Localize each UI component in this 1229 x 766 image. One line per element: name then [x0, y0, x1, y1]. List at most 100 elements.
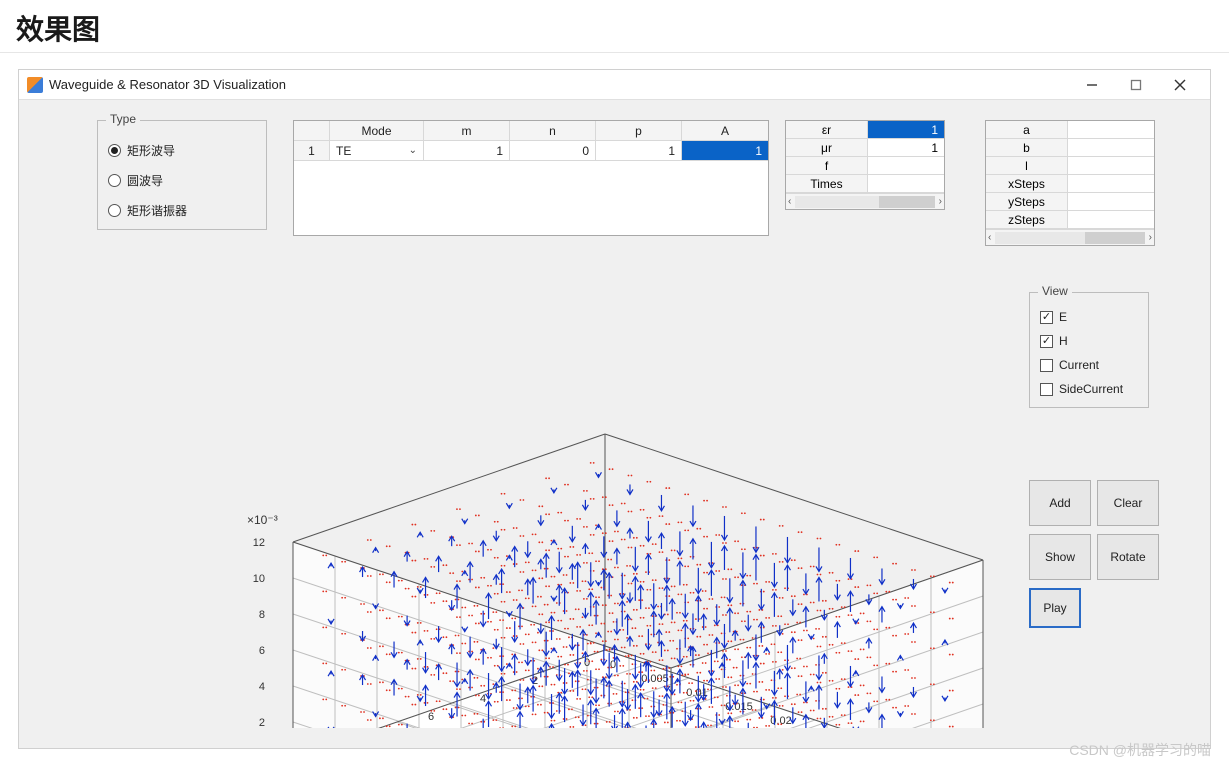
- scroll-right-icon[interactable]: ›: [1149, 232, 1152, 243]
- param-row[interactable]: εr1: [786, 121, 944, 139]
- clear-button[interactable]: Clear: [1097, 480, 1159, 526]
- radio-icon: [108, 144, 121, 157]
- mode-cell[interactable]: 0: [510, 141, 596, 160]
- scroll-right-icon[interactable]: ›: [939, 196, 942, 207]
- param-row[interactable]: ySteps: [986, 193, 1154, 211]
- scrollbar[interactable]: ‹ ›: [786, 193, 944, 209]
- mode-col-header: A: [682, 121, 768, 140]
- svg-text:10: 10: [253, 573, 265, 585]
- app-window: Waveguide & Resonator 3D Visualization T…: [18, 69, 1211, 749]
- svg-text:4: 4: [259, 681, 265, 693]
- view-check-sidecurrent[interactable]: SideCurrent: [1040, 377, 1138, 401]
- param-row[interactable]: zSteps: [986, 211, 1154, 229]
- type-radio-1[interactable]: 圆波导: [108, 165, 256, 195]
- mode-col-header: m: [424, 121, 510, 140]
- mode-col-header: [294, 121, 330, 140]
- view-group-title: View: [1038, 284, 1072, 298]
- row-index: 1: [294, 141, 330, 160]
- view-check-current[interactable]: Current: [1040, 353, 1138, 377]
- mode-select[interactable]: TE⌄: [330, 141, 424, 160]
- svg-text:8: 8: [259, 609, 265, 621]
- param-label: ySteps: [986, 193, 1068, 210]
- window-title: Waveguide & Resonator 3D Visualization: [49, 77, 1070, 92]
- param-label: b: [986, 139, 1068, 156]
- param-row[interactable]: b: [986, 139, 1154, 157]
- checkbox-label: SideCurrent: [1059, 382, 1123, 396]
- param-value[interactable]: 1: [868, 121, 944, 138]
- page-heading: 效果图: [0, 0, 1229, 53]
- view-check-e[interactable]: E: [1040, 305, 1138, 329]
- checkbox-icon: [1040, 383, 1053, 396]
- checkbox-icon: [1040, 359, 1053, 372]
- param-label: f: [786, 157, 868, 174]
- param-label: zSteps: [986, 211, 1068, 228]
- param-value[interactable]: [1068, 211, 1144, 228]
- mode-cell[interactable]: 1: [596, 141, 682, 160]
- type-group-title: Type: [106, 112, 140, 126]
- titlebar: Waveguide & Resonator 3D Visualization: [19, 70, 1210, 100]
- scroll-left-icon[interactable]: ‹: [788, 196, 791, 207]
- svg-text:0: 0: [610, 659, 616, 671]
- param-label: εr: [786, 121, 868, 138]
- param-row[interactable]: Times: [786, 175, 944, 193]
- svg-text:12: 12: [253, 537, 265, 549]
- workarea: Type 矩形波导圆波导矩形谐振器 ModemnpA 1TE⌄1011 εr1μ…: [19, 100, 1210, 748]
- radio-label: 矩形谐振器: [127, 202, 187, 219]
- svg-text:0.005: 0.005: [641, 673, 669, 685]
- svg-text:0.01: 0.01: [686, 687, 707, 699]
- type-radio-2[interactable]: 矩形谐振器: [108, 195, 256, 225]
- checkbox-icon: [1040, 335, 1053, 348]
- minimize-button[interactable]: [1070, 71, 1114, 99]
- param-label: l: [986, 157, 1068, 174]
- radio-icon: [108, 204, 121, 217]
- mode-cell[interactable]: 1: [682, 141, 768, 160]
- param-value[interactable]: 1: [868, 139, 944, 156]
- checkbox-label: H: [1059, 334, 1068, 348]
- scrollbar[interactable]: ‹ ›: [986, 229, 1154, 245]
- mode-col-header: Mode: [330, 121, 424, 140]
- type-group: Type 矩形波导圆波导矩形谐振器: [97, 120, 267, 230]
- mode-table[interactable]: ModemnpA 1TE⌄1011: [293, 120, 769, 236]
- param-row[interactable]: xSteps: [986, 175, 1154, 193]
- view-group: View EHCurrentSideCurrent: [1029, 292, 1149, 408]
- play-button[interactable]: Play: [1029, 588, 1081, 628]
- param-row[interactable]: f: [786, 157, 944, 175]
- param-value[interactable]: [1068, 193, 1144, 210]
- mode-cell[interactable]: 1: [424, 141, 510, 160]
- param-value[interactable]: [868, 175, 944, 192]
- maximize-button[interactable]: [1114, 71, 1158, 99]
- param-value[interactable]: [1068, 121, 1144, 138]
- params-table-material[interactable]: εr1μr1fTimes ‹ ›: [785, 120, 945, 210]
- svg-text:2: 2: [259, 717, 265, 728]
- rotate-button[interactable]: Rotate: [1097, 534, 1159, 580]
- scroll-left-icon[interactable]: ‹: [988, 232, 991, 243]
- svg-text:×10⁻³: ×10⁻³: [247, 513, 278, 527]
- param-value[interactable]: [1068, 175, 1144, 192]
- param-row[interactable]: μr1: [786, 139, 944, 157]
- watermark: CSDN @机器学习的喵: [1069, 740, 1211, 760]
- param-value[interactable]: [868, 157, 944, 174]
- close-button[interactable]: [1158, 71, 1202, 99]
- type-radio-0[interactable]: 矩形波导: [108, 135, 256, 165]
- checkbox-label: Current: [1059, 358, 1099, 372]
- view-check-h[interactable]: H: [1040, 329, 1138, 353]
- radio-label: 矩形波导: [127, 142, 175, 159]
- axes-3d[interactable]: 024681012×10⁻³024681012×10⁻³00.0050.010.…: [89, 258, 1009, 728]
- svg-text:4: 4: [480, 693, 486, 705]
- chevron-down-icon: ⌄: [409, 145, 417, 156]
- checkbox-icon: [1040, 311, 1053, 324]
- checkbox-label: E: [1059, 310, 1067, 324]
- mode-col-header: n: [510, 121, 596, 140]
- mode-col-header: p: [596, 121, 682, 140]
- radio-label: 圆波导: [127, 172, 163, 189]
- add-button[interactable]: Add: [1029, 480, 1091, 526]
- param-row[interactable]: a: [986, 121, 1154, 139]
- svg-text:6: 6: [428, 711, 434, 723]
- param-label: xSteps: [986, 175, 1068, 192]
- radio-icon: [108, 174, 121, 187]
- param-row[interactable]: l: [986, 157, 1154, 175]
- params-table-geometry[interactable]: ablxStepsyStepszSteps ‹ ›: [985, 120, 1155, 246]
- show-button[interactable]: Show: [1029, 534, 1091, 580]
- param-value[interactable]: [1068, 157, 1144, 174]
- param-value[interactable]: [1068, 139, 1144, 156]
